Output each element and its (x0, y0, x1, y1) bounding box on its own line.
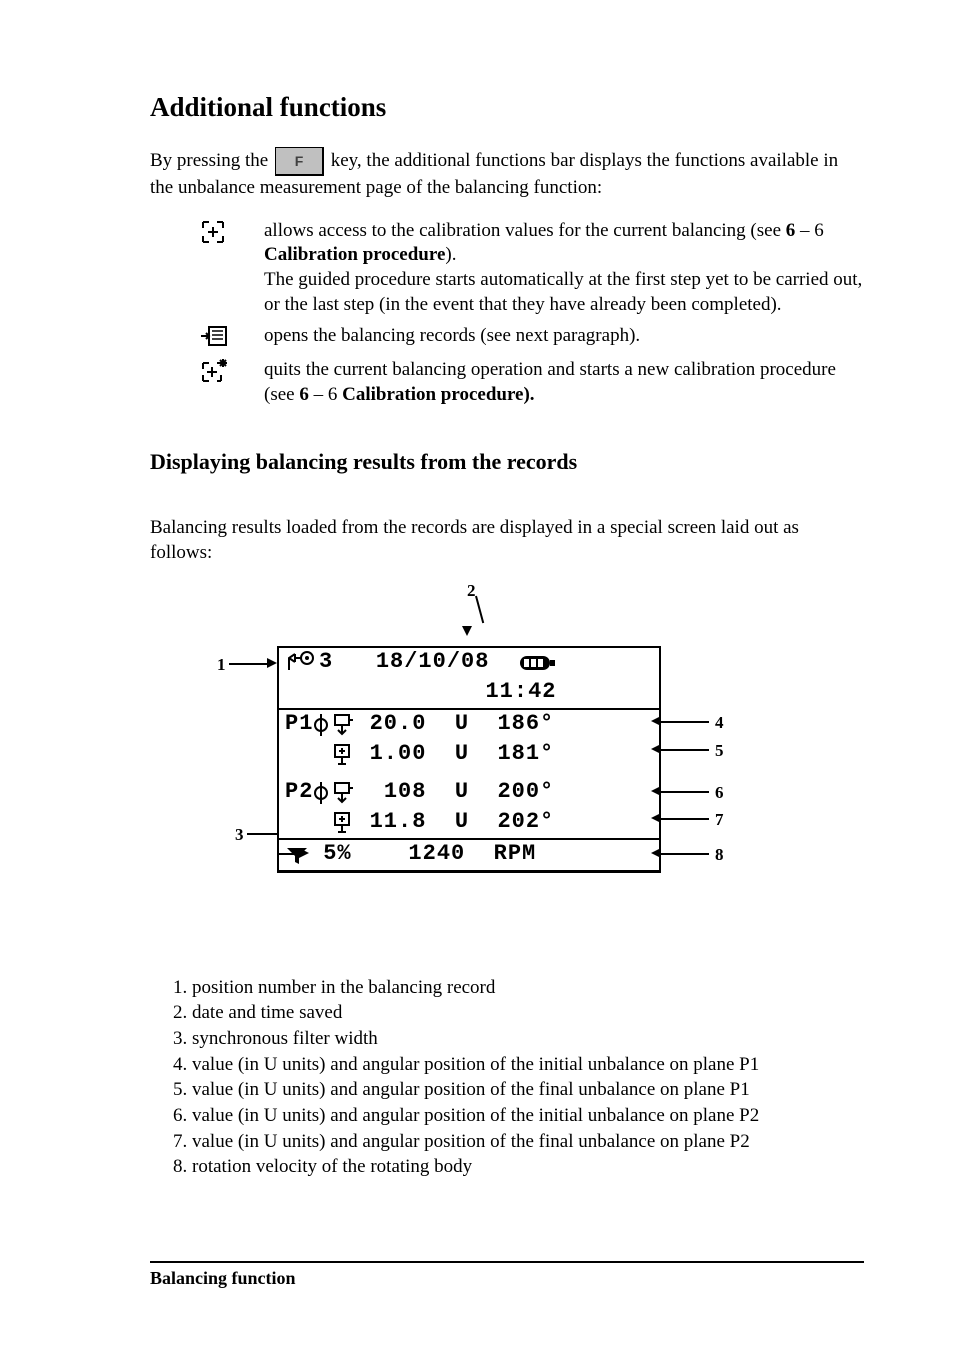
p2-initial-angle: 200° (497, 778, 554, 807)
p1-final-angle: 181° (497, 740, 554, 769)
p2-final-value: 11.8 (370, 808, 427, 837)
plane-icon (313, 712, 333, 738)
callout-7: 7 (715, 809, 724, 831)
crosshair-icon (150, 219, 264, 245)
callout-4: 4 (715, 712, 724, 734)
p1-label: P1 (285, 710, 313, 739)
f-key-icon: F (275, 147, 324, 176)
callout-6: 6 (715, 782, 724, 804)
p2-final-angle: 202° (497, 808, 554, 837)
legend-item: rotation velocity of the rotating body (192, 1155, 864, 1180)
rpm-value: 1240 (408, 840, 465, 869)
function-text: quits the current balancing operation an… (264, 358, 864, 407)
legend-item: value (in U units) and angular position … (192, 1078, 864, 1103)
legend-item: value (in U units) and angular position … (192, 1130, 864, 1155)
records-icon (150, 324, 264, 348)
function-text: opens the balancing records (see next pa… (264, 324, 864, 349)
display-intro: Balancing results loaded from the record… (150, 516, 864, 565)
final-icon (333, 742, 355, 768)
legend-item: position number in the balancing record (192, 976, 864, 1001)
rpm-label: RPM (494, 840, 537, 869)
sensor-icon (285, 650, 319, 676)
initial-icon (333, 712, 355, 738)
record-date: 18/10/08 (376, 648, 490, 677)
p2-initial-value: 108 (384, 778, 427, 807)
intro-before: By pressing the (150, 150, 273, 171)
p2-initial-unit: U (455, 778, 469, 807)
legend-item: synchronous filter width (192, 1027, 864, 1052)
record-position: 3 (319, 648, 333, 677)
page-footer: Balancing function (150, 1261, 864, 1290)
document-page: Additional functions By pressing the F k… (0, 0, 954, 1350)
legend-list: position number in the balancing record … (170, 976, 864, 1181)
legend-item: value (in U units) and angular position … (192, 1053, 864, 1078)
function-text: allows access to the calibration values … (264, 219, 864, 318)
plane-icon (313, 780, 333, 806)
callout-2: 2 (467, 580, 476, 602)
p1-final-value: 1.00 (370, 740, 427, 769)
p1-initial-angle: 186° (497, 710, 554, 739)
filter-icon (285, 844, 309, 866)
p1-initial-value: 20.0 (370, 710, 427, 739)
legend-item: date and time saved (192, 1001, 864, 1026)
p2-final-unit: U (455, 808, 469, 837)
record-time: 11:42 (485, 678, 556, 707)
function-row: opens the balancing records (see next pa… (150, 324, 864, 349)
subheading: Displaying balancing results from the re… (150, 448, 864, 477)
page-title: Additional functions (150, 90, 864, 125)
filter-width: 5% (323, 840, 351, 869)
battery-icon (518, 652, 558, 674)
callout-5: 5 (715, 740, 724, 762)
initial-icon (333, 780, 355, 806)
callout-1: 1 (217, 654, 226, 676)
lcd-screen: 3 18/10/08 11:42 P1 (277, 646, 661, 873)
record-display-diagram: 2 1 3 4 5 6 7 8 (157, 586, 857, 936)
final-icon (333, 810, 355, 836)
intro-paragraph: By pressing the F key, the additional fu… (150, 147, 864, 201)
p2-label: P2 (285, 778, 313, 807)
callout-3: 3 (235, 824, 244, 846)
callout-8: 8 (715, 844, 724, 866)
function-row: allows access to the calibration values … (150, 219, 864, 318)
p1-final-unit: U (455, 740, 469, 769)
legend-item: value (in U units) and angular position … (192, 1104, 864, 1129)
p1-initial-unit: U (455, 710, 469, 739)
function-row: quits the current balancing operation an… (150, 358, 864, 407)
crosshair-star-icon (150, 358, 264, 384)
